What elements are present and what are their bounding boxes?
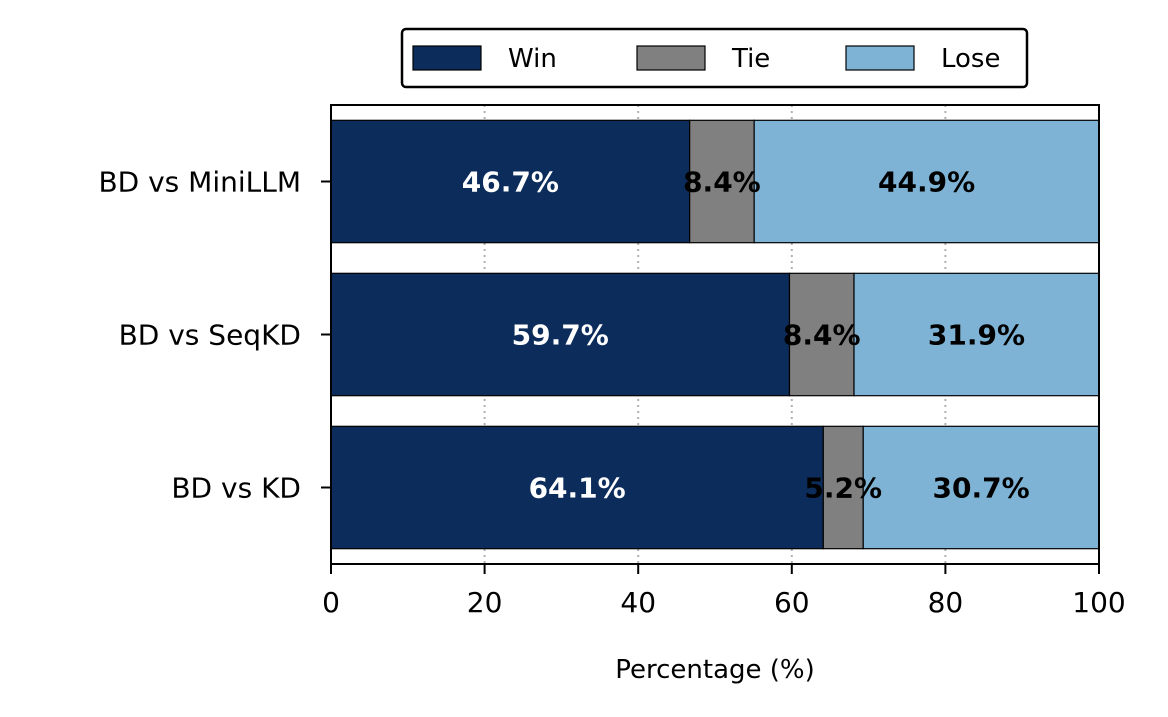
x-tick-label: 80 bbox=[928, 586, 964, 619]
legend-label-lose: Lose bbox=[941, 44, 1000, 74]
bar-value-label: 30.7% bbox=[933, 472, 1030, 505]
bar-tie bbox=[788, 272, 855, 397]
x-tick-label: 0 bbox=[322, 586, 340, 619]
y-tick-label: BD vs MiniLLM bbox=[98, 166, 301, 199]
x-tick-label: 100 bbox=[1072, 586, 1125, 619]
bar-value-label: 8.4% bbox=[783, 319, 861, 352]
bar-value-label: 8.4% bbox=[683, 166, 761, 199]
y-tick-label: BD vs KD bbox=[171, 472, 301, 505]
legend-label-tie: Tie bbox=[731, 44, 770, 74]
legend: Win Tie Lose bbox=[400, 27, 1029, 89]
bar-tie bbox=[689, 119, 755, 244]
bars-group bbox=[330, 119, 1100, 550]
bar-value-label: 31.9% bbox=[928, 319, 1025, 352]
x-tick-label: 60 bbox=[774, 586, 810, 619]
legend-frame bbox=[400, 27, 1029, 89]
bar-lose bbox=[753, 119, 1100, 244]
bar-value-label: 59.7% bbox=[512, 319, 609, 352]
bar-value-label: 44.9% bbox=[878, 166, 975, 199]
x-axis-label: Percentage (%) bbox=[615, 655, 815, 685]
y-tick-label: BD vs SeqKD bbox=[119, 319, 301, 352]
bar-tie bbox=[822, 425, 864, 550]
y-axis: BD vs MiniLLM BD vs SeqKD BD vs KD bbox=[98, 166, 331, 505]
legend-swatch-lose bbox=[845, 45, 915, 71]
legend-swatch-tie bbox=[636, 45, 706, 71]
legend-swatch-win bbox=[412, 45, 482, 71]
bar-win bbox=[330, 119, 691, 244]
legend-label-win: Win bbox=[508, 44, 557, 74]
bar-lose bbox=[862, 425, 1100, 550]
x-axis: 0 20 40 60 80 100 bbox=[322, 564, 1126, 619]
x-tick-label: 40 bbox=[620, 586, 656, 619]
bar-value-label: 64.1% bbox=[529, 472, 626, 505]
bar-lose bbox=[853, 272, 1100, 397]
bar-value-label: 46.7% bbox=[462, 166, 559, 199]
x-tick-label: 20 bbox=[467, 586, 503, 619]
bar-value-label: 5.2% bbox=[804, 472, 882, 505]
bar-labels-group: 46.7% 8.4% 44.9% 59.7% 8.4% 31.9% 64.1% 5.2% 30.… bbox=[462, 166, 1030, 505]
